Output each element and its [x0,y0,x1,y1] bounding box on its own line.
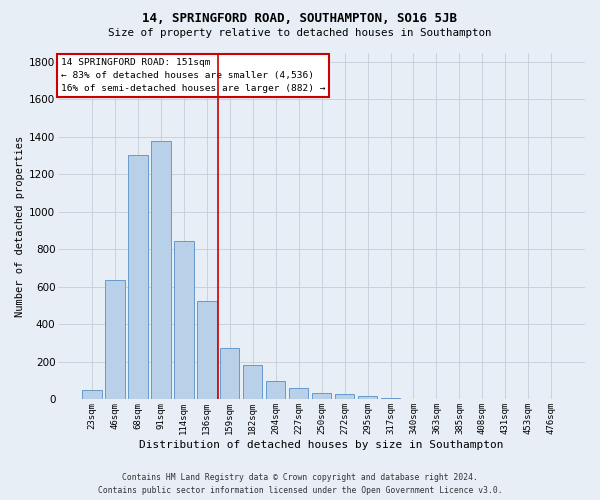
Text: Size of property relative to detached houses in Southampton: Size of property relative to detached ho… [108,28,492,38]
Bar [289,388,308,400]
Bar [128,154,148,400]
Text: Contains HM Land Registry data © Crown copyright and database right 2024.
Contai: Contains HM Land Registry data © Crown c… [98,474,502,495]
Bar [381,398,400,400]
Bar [243,364,262,400]
Text: 14, SPRINGFORD ROAD, SOUTHAMPTON, SO16 5JB: 14, SPRINGFORD ROAD, SOUTHAMPTON, SO16 5… [143,12,458,26]
Bar [151,140,170,400]
X-axis label: Distribution of detached houses by size in Southampton: Distribution of detached houses by size … [139,440,504,450]
Bar [335,394,355,400]
Bar [220,348,239,400]
Bar [105,280,125,400]
Bar [312,393,331,400]
Bar [197,301,217,400]
Text: 14 SPRINGFORD ROAD: 151sqm
← 83% of detached houses are smaller (4,536)
16% of s: 14 SPRINGFORD ROAD: 151sqm ← 83% of deta… [61,58,325,93]
Bar [82,390,101,400]
Bar [266,380,286,400]
Bar [174,241,194,400]
Bar [358,396,377,400]
Y-axis label: Number of detached properties: Number of detached properties [15,136,25,316]
